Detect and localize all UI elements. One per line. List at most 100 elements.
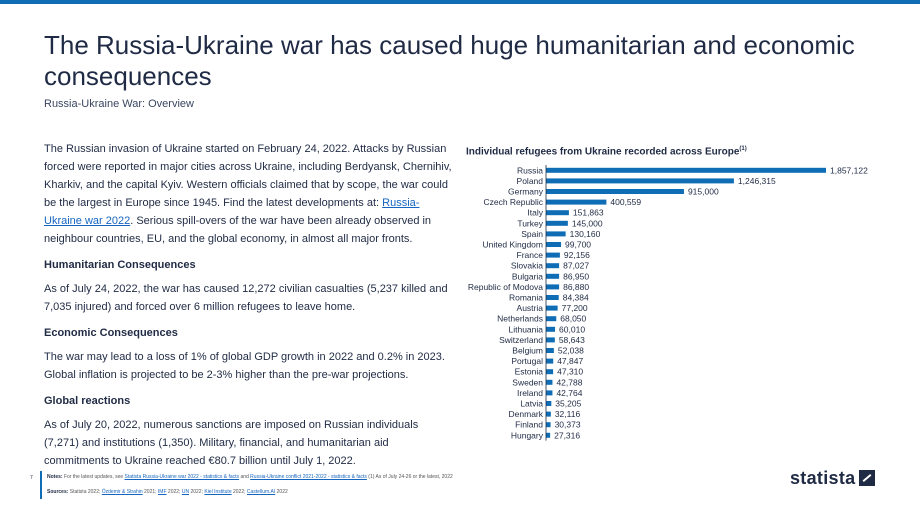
category-label: Austria xyxy=(517,303,544,313)
value-label: 86,880 xyxy=(563,282,589,292)
section-text-economic: The war may lead to a loss of 1% of glob… xyxy=(44,351,445,381)
source-suffix: 2022; xyxy=(231,489,247,495)
category-label: Ireland xyxy=(517,388,543,398)
statista-logo[interactable]: statista xyxy=(790,466,876,490)
source-link[interactable]: UN xyxy=(181,489,190,495)
bar xyxy=(546,189,684,194)
value-label: 92,156 xyxy=(564,250,590,260)
notes: Notes: For the latest updates, see Stati… xyxy=(47,474,453,480)
page-subtitle: Russia-Ukraine War: Overview xyxy=(44,98,194,110)
bar xyxy=(546,242,562,247)
value-label: 130,160 xyxy=(570,229,601,239)
value-label: 1,246,315 xyxy=(738,176,776,186)
bar xyxy=(546,220,568,226)
bar xyxy=(546,401,552,406)
footer xyxy=(0,466,920,518)
category-label: Bulgaria xyxy=(512,271,543,281)
notes-prefix: For the latest updates, see xyxy=(63,474,124,480)
intro-paragraph: The Russian invasion of Ukraine started … xyxy=(44,140,456,248)
chart-title-footnote: (1) xyxy=(739,146,747,152)
category-label: Turkey xyxy=(517,218,543,228)
value-label: 400,559 xyxy=(610,197,641,207)
category-label: Denmark xyxy=(509,409,544,419)
category-label: Belgium xyxy=(512,346,543,356)
bar xyxy=(546,231,566,237)
bar xyxy=(546,348,554,353)
section-heading-global: Global reactions xyxy=(44,395,131,407)
russia-ukraine-war-link[interactable]: Russia-Ukraine war 2022 xyxy=(44,197,420,227)
value-label: 84,384 xyxy=(563,293,589,303)
category-label: Republic of Modova xyxy=(468,282,543,292)
bar xyxy=(546,199,607,205)
bar xyxy=(546,411,551,417)
value-label: 27,316 xyxy=(554,430,580,440)
category-label: Switzerland xyxy=(499,335,543,345)
sources-label: Sources: xyxy=(47,489,69,495)
page-title: The Russia-Ukraine war has caused huge h… xyxy=(44,30,855,91)
top-accent-bar xyxy=(0,0,920,4)
bar xyxy=(546,178,734,184)
value-label: 42,788 xyxy=(556,377,582,387)
value-label: 151,863 xyxy=(573,208,604,218)
category-label: Germany xyxy=(508,187,544,197)
overview-text: The Russian invasion of Ukraine started … xyxy=(44,140,456,478)
category-label: Sweden xyxy=(512,377,543,387)
section-heading-humanitarian: Humanitarian Consequences xyxy=(44,259,196,271)
notes-label: Notes: xyxy=(47,474,63,480)
bar xyxy=(546,379,553,385)
category-label: Czech Republic xyxy=(483,197,543,207)
value-label: 42,764 xyxy=(556,388,582,398)
source-link[interactable]: Kiel Institute xyxy=(204,489,232,495)
source-link[interactable]: Castellum.AI xyxy=(246,489,276,495)
bar xyxy=(546,432,551,438)
notes-suffix: (1) As of July 24-26 or the latest, 2022 xyxy=(368,474,453,480)
value-label: 30,373 xyxy=(555,420,581,430)
value-label: 145,000 xyxy=(572,218,603,228)
value-label: 99,700 xyxy=(565,240,591,250)
logo-mark-icon xyxy=(859,470,876,486)
value-label: 47,310 xyxy=(557,367,583,377)
value-label: 58,643 xyxy=(559,335,585,345)
section-text-global: As of July 20, 2022, numerous sanctions … xyxy=(44,419,419,467)
bar xyxy=(546,295,559,300)
source-link[interactable]: IMF xyxy=(157,489,167,495)
bar xyxy=(546,263,560,269)
value-label: 87,027 xyxy=(563,261,589,271)
category-label: Portugal xyxy=(511,356,543,366)
value-label: 68,050 xyxy=(560,314,586,324)
source-suffix: 2022 xyxy=(275,489,288,495)
category-label: Romania xyxy=(509,293,543,303)
category-label: Slovakia xyxy=(511,261,543,271)
page-number: 7 xyxy=(30,475,33,481)
category-label: Russia xyxy=(517,165,543,175)
notes-link-statista-war[interactable]: Statista Russia-Ukraine war 2022 - stati… xyxy=(124,474,240,480)
bar xyxy=(546,252,560,258)
category-label: Poland xyxy=(517,176,544,186)
bar xyxy=(546,305,558,311)
value-label: 86,950 xyxy=(563,271,589,281)
bar xyxy=(546,316,557,322)
category-label: Italy xyxy=(527,208,543,218)
section-text-humanitarian: As of July 24, 2022, the war has caused … xyxy=(44,283,448,313)
bar xyxy=(546,422,551,428)
value-label: 77,200 xyxy=(562,303,588,313)
bar xyxy=(546,390,553,396)
bar xyxy=(546,337,555,343)
refugees-bar-chart: Russia 1,857,122 Poland 1,246,315 Germany 915… xyxy=(468,165,868,441)
value-label: 47,847 xyxy=(557,356,583,366)
source-suffix: 2021; xyxy=(142,489,158,495)
category-label: Hungary xyxy=(511,430,544,440)
source-suffix: 2022; xyxy=(189,489,205,495)
category-label: Netherlands xyxy=(497,314,543,324)
bar xyxy=(546,273,560,279)
bar xyxy=(546,167,826,173)
value-label: 915,000 xyxy=(688,187,719,197)
bar xyxy=(546,369,554,375)
source-link[interactable]: Özdemir & Strahin xyxy=(101,489,143,495)
chart-title-text: Individual refugees from Ukraine recorde… xyxy=(466,146,740,158)
page-marker xyxy=(40,471,42,499)
category-label: Estonia xyxy=(515,367,544,377)
bar xyxy=(546,210,569,216)
value-label: 60,010 xyxy=(559,324,585,334)
notes-link-conflict[interactable]: Russia-Ukraine conflict 2021-2022 - stat… xyxy=(250,474,367,480)
